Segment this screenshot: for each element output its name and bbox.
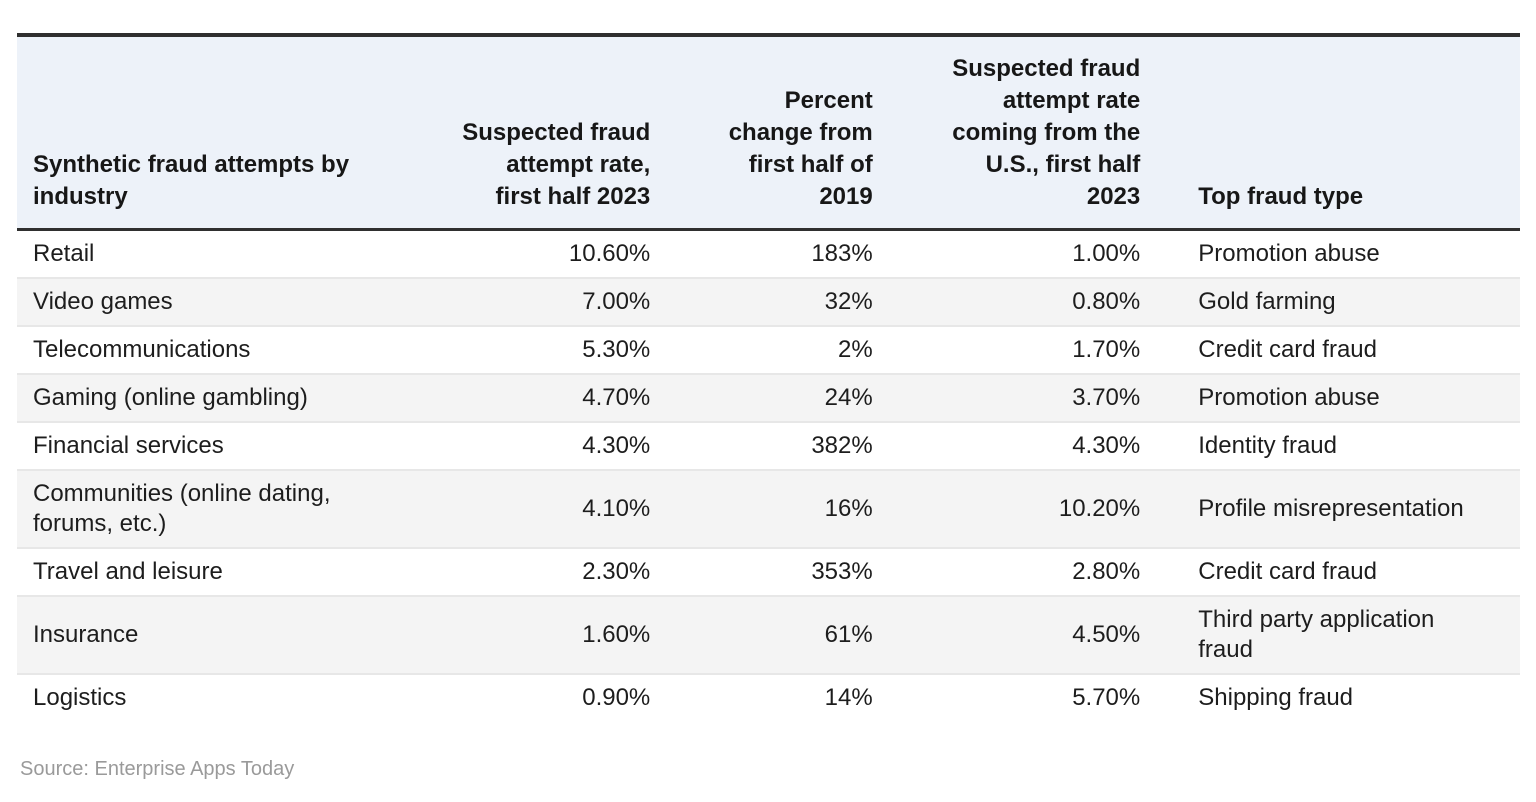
cell-top-fraud-type: Promotion abuse (1198, 240, 1380, 267)
table-row: Gaming (online gambling) 4.70% 24% 3.70%… (17, 373, 1520, 422)
cell-pct-change: 2% (666, 325, 889, 374)
table-row: Financial services 4.30% 382% 4.30% Iden… (17, 421, 1520, 470)
cell-industry: Telecommunications (17, 325, 378, 374)
cell-us-rate: 1.00% (1072, 240, 1141, 267)
cell-industry: Logistics (17, 673, 378, 721)
column-header-top-fraud-type: Top fraud type (1156, 35, 1520, 231)
cell-rate: 2.30% (377, 547, 667, 596)
table-row: Communities (online dating, forums, etc.… (17, 469, 1520, 548)
cell-top-fraud-type: Credit card fraud (1156, 547, 1520, 596)
cell-industry: Insurance (17, 595, 378, 674)
cell-top-fraud-type: Shipping fraud (1156, 673, 1520, 721)
table-row: Logistics 0.90% 14% 5.70% Shipping fraud (17, 673, 1520, 721)
table-row: Telecommunications 5.30% 2% 1.70% Credit… (17, 325, 1520, 374)
cell-top-fraud-type: Gold farming (1156, 277, 1520, 326)
cell-rate: 7.00% (377, 277, 667, 326)
cell-industry: Travel and leisure (17, 547, 378, 596)
cell-rate: 4.70% (377, 373, 667, 422)
cell-rate: 4.30% (377, 421, 667, 470)
table-row: Travel and leisure 2.30% 353% 2.80% Cred… (17, 547, 1520, 596)
cell-us-rate: 0.80% (888, 277, 1157, 326)
cell-industry: Financial services (17, 421, 378, 470)
cell-rate: 5.30% (377, 325, 667, 374)
cell-pct-change: 32% (666, 277, 889, 326)
cell-top-fraud-type: Identity fraud (1156, 421, 1520, 470)
cell-us-rate: 10.20% (888, 469, 1157, 548)
cell-pct-change: 183% (811, 240, 873, 267)
cell-industry: Communities (online dating, forums, etc.… (17, 469, 378, 548)
fraud-table: Synthetic fraud attempts by industry Sus… (17, 33, 1520, 721)
cell-rate: 10.60% (568, 240, 651, 267)
cell-us-rate: 5.70% (888, 673, 1157, 721)
cell-industry: Retail (33, 240, 95, 267)
cell-rate: 1.60% (377, 595, 667, 674)
cell-us-rate: 1.70% (888, 325, 1157, 374)
cell-top-fraud-type: Third party application fraud (1156, 595, 1520, 674)
source-note: Source: Enterprise Apps Today (20, 758, 295, 780)
cell-us-rate: 3.70% (888, 373, 1157, 422)
cell-pct-change: 16% (666, 469, 889, 548)
header-row: Synthetic fraud attempts by industry Sus… (17, 35, 1520, 231)
cell-industry: Video games (17, 277, 378, 326)
cell-us-rate: 4.30% (888, 421, 1157, 470)
cell-industry: Gaming (online gambling) (17, 373, 378, 422)
cell-pct-change: 61% (666, 595, 889, 674)
column-header-us-rate: Suspected fraud attempt rate coming from… (888, 35, 1157, 231)
cell-pct-change: 382% (666, 421, 889, 470)
cell-pct-change: 24% (666, 373, 889, 422)
cell-rate: 4.10% (377, 469, 667, 548)
cell-pct-change: 14% (666, 673, 889, 721)
cell-pct-change: 353% (666, 547, 889, 596)
column-header-rate-2023: Suspected fraud attempt rate, first half… (377, 35, 667, 231)
column-header-industry: Synthetic fraud attempts by industry (17, 35, 378, 231)
cell-top-fraud-type: Promotion abuse (1156, 373, 1520, 422)
cell-us-rate: 2.80% (888, 547, 1157, 596)
cell-us-rate: 4.50% (888, 595, 1157, 674)
column-header-pct-change: Percent change from first half of 2019 (666, 35, 889, 231)
cell-top-fraud-type: Profile misrepresentation (1156, 469, 1520, 548)
table-row: Video games 7.00% 32% 0.80% Gold farming (17, 277, 1520, 326)
table-row: Insurance 1.60% 61% 4.50% Third party ap… (17, 595, 1520, 674)
cell-top-fraud-type: Credit card fraud (1156, 325, 1520, 374)
cell-rate: 0.90% (377, 673, 667, 721)
table-row: Retail 10.60% 183% 1.00% Promotion abuse (17, 230, 1520, 279)
